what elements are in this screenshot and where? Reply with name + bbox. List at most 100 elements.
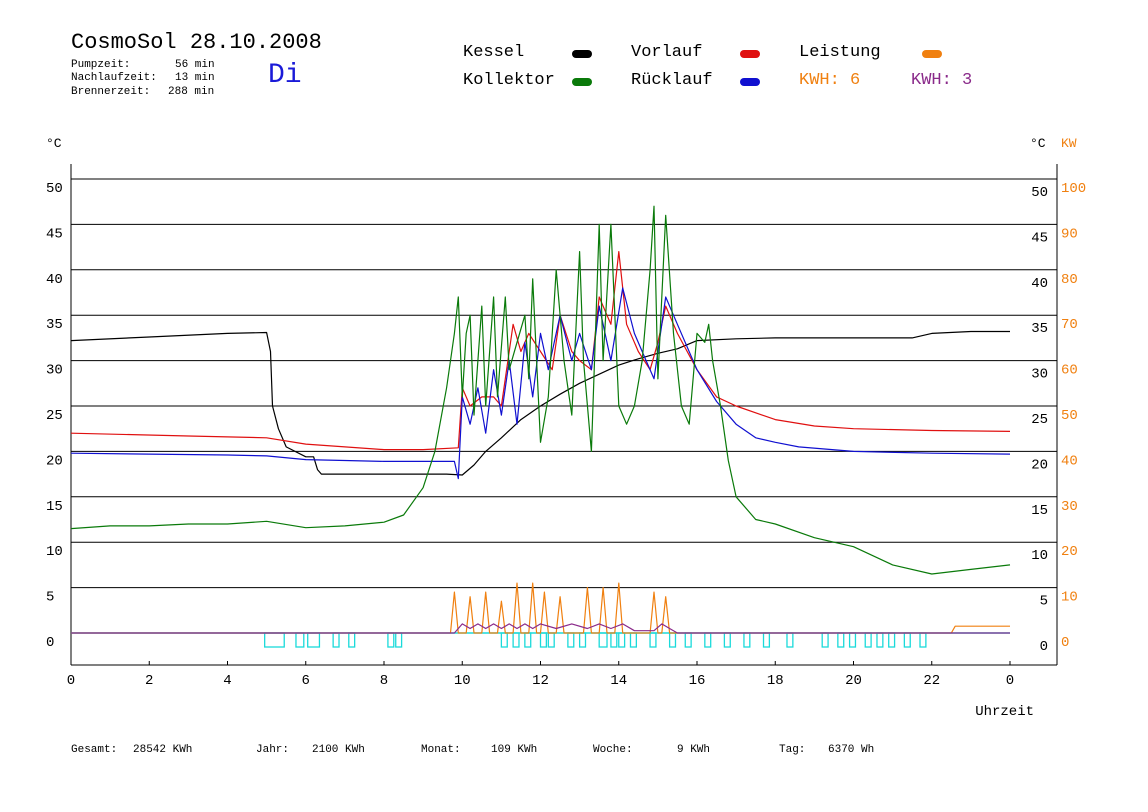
y-tick-label: 40 (46, 272, 63, 288)
y-tick-label-right: 0 (1040, 639, 1048, 655)
stat-nachlaufzeit-label: Nachlaufzeit: (71, 72, 157, 84)
footer-gesamt-value: 28542 KWh (133, 744, 193, 756)
kw-tick-label: 0 (1061, 635, 1069, 651)
pump-pulse (848, 632, 857, 648)
y-tick-label-right: 50 (1031, 185, 1048, 201)
pump-pulse (888, 632, 896, 648)
pump-pulse (307, 632, 321, 648)
x-tick-label: 0 (1006, 673, 1014, 689)
kw-tick-label: 100 (1061, 181, 1086, 197)
legend-ruecklauf-label: Rücklauf (631, 71, 713, 90)
y-tick-label: 25 (46, 408, 63, 424)
pump-pulse (598, 632, 608, 648)
x-tick-label: 4 (223, 673, 231, 689)
legend-kollektor-swatch (572, 78, 592, 86)
legend-vorlauf-label: Vorlauf (631, 43, 703, 62)
y-axis-unit-kw: KW (1061, 136, 1077, 151)
pump-pulse (264, 632, 285, 648)
pump-pulse (864, 632, 872, 648)
pump-pulse (668, 632, 677, 648)
kw-tick-label: 80 (1061, 272, 1078, 288)
pump-pulse (876, 632, 884, 648)
y-axis-unit-left: °C (46, 136, 62, 151)
pump-pulse (387, 632, 395, 648)
pump-pulse (743, 632, 751, 648)
pump-pulse (348, 632, 356, 648)
pump-pulse (567, 632, 575, 648)
page-title: CosmoSol 28.10.2008 (71, 30, 322, 55)
legend-kessel-label: Kessel (463, 43, 525, 62)
y-tick-label-right: 5 (1040, 594, 1048, 610)
kw-tick-label: 30 (1061, 499, 1078, 515)
y-tick-label: 30 (46, 363, 63, 379)
legend-leistung-label: Leistung (799, 43, 881, 62)
pump-pulse (919, 632, 927, 648)
series-line-leistung (71, 582, 1010, 634)
x-tick-label: 12 (532, 673, 549, 689)
footer-jahr-value: 2100 KWh (312, 744, 365, 756)
legend-ruecklauf-swatch (740, 78, 760, 86)
pump-pulse (395, 632, 403, 648)
pump-pulse (547, 632, 555, 648)
x-tick-label: 14 (610, 673, 627, 689)
y-tick-label: 0 (46, 635, 54, 651)
x-tick-label: 6 (302, 673, 310, 689)
footer-tag-value: 6370 Wh (828, 744, 875, 756)
pump-pulse (704, 632, 712, 648)
stat-brennerzeit-value: 288 min (168, 86, 215, 98)
pump-pulse (610, 632, 618, 648)
pump-pulse (821, 632, 829, 648)
pump-pulse (295, 632, 305, 648)
legend-leistung-swatch (922, 50, 942, 58)
footer-woche-value: 9 KWh (677, 744, 711, 756)
series-line-kessel (70, 330, 1010, 476)
y-tick-label-right: 45 (1031, 230, 1048, 246)
footer-gesamt-label: Gesamt: (71, 744, 118, 756)
y-tick-label: 15 (46, 499, 63, 515)
stat-pumpzeit-label: Pumpzeit: (71, 59, 131, 71)
x-tick-label: 18 (767, 673, 784, 689)
kw-tick-label: 60 (1061, 363, 1078, 379)
pump-pulse (837, 632, 845, 648)
legend-kwh-second: KWH: 3 (911, 71, 973, 90)
x-tick-label: 0 (67, 673, 75, 689)
y-tick-label: 20 (46, 453, 63, 469)
series-line-kwh (71, 623, 1010, 634)
pump-pulse (524, 632, 532, 648)
legend-kollektor-label: Kollektor (463, 71, 555, 90)
kw-tick-label: 90 (1061, 226, 1078, 242)
x-tick-label: 16 (689, 673, 706, 689)
y-tick-label: 5 (46, 590, 54, 606)
footer-woche-label: Woche: (593, 744, 633, 756)
x-tick-label: 2 (145, 673, 153, 689)
pump-pulse (578, 632, 587, 648)
x-tick-label: 20 (845, 673, 862, 689)
series-line-rcklauf (70, 287, 1011, 480)
kw-tick-label: 50 (1061, 408, 1078, 424)
pump-pulse (684, 632, 692, 648)
y-tick-label: 50 (46, 181, 63, 197)
pump-pulse (629, 632, 638, 648)
pump-pulse (786, 632, 794, 648)
footer-monat-label: Monat: (421, 744, 461, 756)
legend-kwh-solar: KWH: 6 (799, 71, 861, 90)
pump-pulse (512, 632, 520, 648)
footer-monat-value: 109 KWh (491, 744, 538, 756)
x-tick-label: 10 (454, 673, 471, 689)
weekday-label: Di (268, 60, 302, 91)
pump-pulse (723, 632, 731, 648)
y-tick-label-right: 20 (1031, 457, 1048, 473)
y-tick-label-right: 30 (1031, 367, 1048, 383)
kw-tick-label: 20 (1061, 544, 1078, 560)
footer-tag-label: Tag: (779, 744, 806, 756)
stat-nachlaufzeit-value: 13 min (175, 72, 215, 84)
stat-pumpzeit-value: 56 min (175, 59, 215, 71)
y-tick-label-right: 35 (1031, 321, 1048, 337)
y-tick-label: 35 (46, 317, 63, 333)
pump-pulse (762, 632, 771, 648)
y-tick-label-right: 40 (1031, 276, 1048, 292)
kw-tick-label: 10 (1061, 590, 1078, 606)
pump-pulse (903, 632, 911, 648)
pump-pulse (539, 632, 548, 648)
series-line-kollektor (70, 205, 1011, 575)
